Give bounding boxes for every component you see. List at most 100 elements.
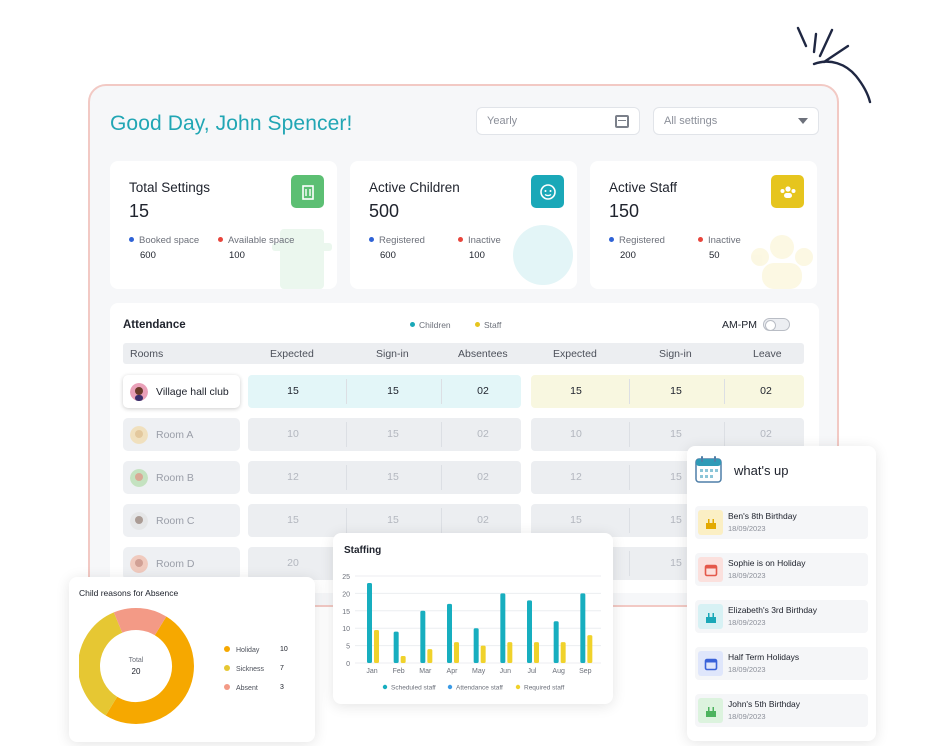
event-item[interactable]: John's 5th Birthday 18/09/2023 (695, 694, 868, 727)
whats-up-card: what's up Ben's 8th Birthday 18/09/2023 … (687, 446, 876, 741)
event-name: Ben's 8th Birthday (728, 511, 797, 521)
whats-up-title: what's up (734, 463, 789, 478)
greeting-title: Good Day, John Spencer! (110, 112, 353, 135)
legend-dot (515, 684, 521, 690)
stat-title: Active Children (369, 180, 460, 195)
donut-segment-holiday (105, 616, 194, 724)
stat-card-active-children[interactable]: Active Children 500 Registered 600 Inact… (350, 161, 577, 289)
room-chip[interactable]: Room A (123, 418, 240, 451)
stat-card-total-settings[interactable]: Total Settings 15 Booked space 600 Avail… (110, 161, 337, 289)
donut-total-value: 20 (132, 667, 141, 676)
am-pm-toggle[interactable] (763, 318, 790, 331)
calendar-icon (698, 651, 723, 676)
bar-scheduled-staff (527, 600, 532, 663)
x-tick-label: Mar (419, 668, 432, 675)
legend-inactive: Inactive (458, 235, 501, 246)
stat-card-active-staff[interactable]: Active Staff 150 Registered 200 Inactive… (590, 161, 817, 289)
x-tick-label: May (472, 668, 486, 675)
inactive-value: 50 (709, 250, 720, 261)
avatar (130, 468, 148, 487)
donut-segment-absent (113, 608, 167, 636)
sparkle-decoration-icon (796, 26, 872, 104)
room-name: Room D (156, 557, 195, 570)
bar-required-staff (427, 649, 433, 663)
period-select[interactable]: Yearly (476, 107, 640, 135)
legend-booked-space: Booked space (129, 235, 199, 246)
y-tick-label: 5 (346, 644, 350, 651)
bar-scheduled-staff (500, 593, 506, 663)
bar-scheduled-staff (367, 582, 372, 663)
avatar (130, 425, 148, 444)
x-tick-label: Apr (447, 668, 459, 675)
bar-scheduled-staff (393, 631, 399, 663)
header-signin-staff: Sign-in (659, 348, 692, 360)
bar-required-staff (507, 642, 513, 663)
bar-required-staff (587, 635, 593, 663)
bar-scheduled-staff (473, 628, 479, 663)
bar-required-staff (480, 645, 486, 663)
avatar (130, 554, 148, 573)
legend-holiday: Holiday (224, 646, 259, 654)
legend-registered: Registered (609, 235, 665, 246)
y-tick-label: 25 (342, 574, 350, 581)
absent-value: 3 (280, 684, 284, 691)
stat-value: 500 (369, 201, 400, 221)
event-item[interactable]: Sophie is on Holiday 18/09/2023 (695, 553, 868, 586)
donut-total-label: Total (129, 657, 144, 664)
bar-scheduled-staff (580, 593, 586, 663)
x-tick-label: Feb (393, 668, 405, 675)
children-cells: 12 15 02 (248, 461, 521, 494)
header-leave: Leave (753, 348, 782, 360)
bar-required-staff (374, 629, 379, 663)
event-name: John's 5th Birthday (728, 699, 801, 709)
children-cells: 10 15 02 (248, 418, 521, 451)
bar-required-staff (534, 642, 539, 663)
x-tick-label: Sep (579, 668, 592, 675)
event-item[interactable]: Half Term Holidays 18/09/2023 (695, 647, 868, 680)
legend-registered: Registered (369, 235, 425, 246)
bar-required-staff (454, 642, 459, 663)
event-item[interactable]: Ben's 8th Birthday 18/09/2023 (695, 506, 868, 539)
event-name: Half Term Holidays (728, 652, 800, 662)
event-date: 18/09/2023 (728, 712, 766, 721)
avatar (130, 382, 148, 401)
legend-absent: Absent (224, 684, 258, 692)
legend-staff: Staff (475, 320, 501, 330)
staffing-title: Staffing (344, 545, 382, 556)
legend-label: Required staff (524, 685, 565, 692)
child-watermark-icon (513, 225, 573, 285)
legend-inactive: Inactive (698, 235, 741, 246)
building-watermark-icon (272, 229, 332, 289)
header-expected-staff: Expected (553, 348, 597, 360)
event-date: 18/09/2023 (728, 571, 766, 580)
staffing-bar-chart: 0 5 10 15 20 25 Jan Feb Mar Apr May Jun Jul Aug Sep Sch… (342, 574, 601, 692)
event-item[interactable]: Elizabeth's 3rd Birthday 18/09/2023 (695, 600, 868, 633)
inactive-value: 100 (469, 250, 485, 261)
donut-segment-sickness (79, 612, 123, 716)
legend-sickness: Sickness (224, 665, 264, 673)
x-tick-label: Jun (500, 668, 511, 675)
available-space-value: 100 (229, 250, 245, 261)
absence-donut-chart: Total 20 (79, 608, 194, 724)
event-name: Sophie is on Holiday (728, 558, 806, 568)
attendance-table-header: Rooms Expected Sign-in Absentees Expecte… (123, 343, 804, 364)
sickness-value: 7 (280, 665, 284, 672)
room-name: Room B (156, 471, 194, 484)
chevron-down-icon (798, 118, 808, 124)
bar-scheduled-staff (420, 610, 426, 663)
holiday-value: 10 (280, 646, 288, 653)
bar-scheduled-staff (447, 603, 452, 663)
children-cells: 15 15 02 (248, 504, 521, 537)
registered-value: 600 (380, 250, 396, 261)
room-chip[interactable]: Room D (123, 547, 240, 580)
y-tick-label: 20 (342, 591, 350, 598)
settings-select[interactable]: All settings (653, 107, 819, 135)
room-chip[interactable]: Room B (123, 461, 240, 494)
x-tick-label: Jan (366, 668, 377, 675)
room-chip[interactable]: Room C (123, 504, 240, 537)
room-chip[interactable]: Village hall club (123, 375, 240, 408)
header-absentees: Absentees (458, 348, 508, 360)
am-pm-label: AM-PM (722, 319, 757, 331)
room-name: Room A (156, 428, 194, 441)
